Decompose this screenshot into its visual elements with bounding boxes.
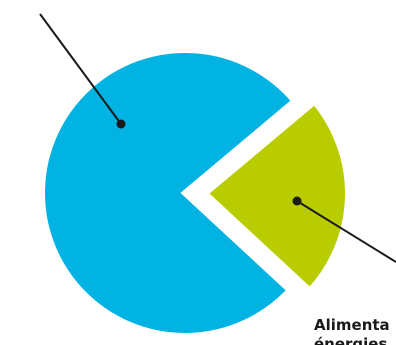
slice-label-alimentation-line2: énergies bbox=[314, 335, 387, 345]
pie-slice-small bbox=[200, 97, 351, 295]
pie-slice-large bbox=[39, 47, 299, 339]
leader-large-slice-dot bbox=[116, 119, 126, 129]
pie-slices bbox=[39, 47, 351, 339]
slice-label-alimentation: Alimenta bbox=[314, 316, 390, 334]
leader-small-slice-dot bbox=[292, 196, 302, 206]
leader-small-slice-line bbox=[296, 200, 396, 263]
slice-labels: Alimenta énergies bbox=[314, 316, 390, 345]
leader-large-slice-line bbox=[39, 13, 122, 125]
leader-lines bbox=[39, 13, 396, 263]
